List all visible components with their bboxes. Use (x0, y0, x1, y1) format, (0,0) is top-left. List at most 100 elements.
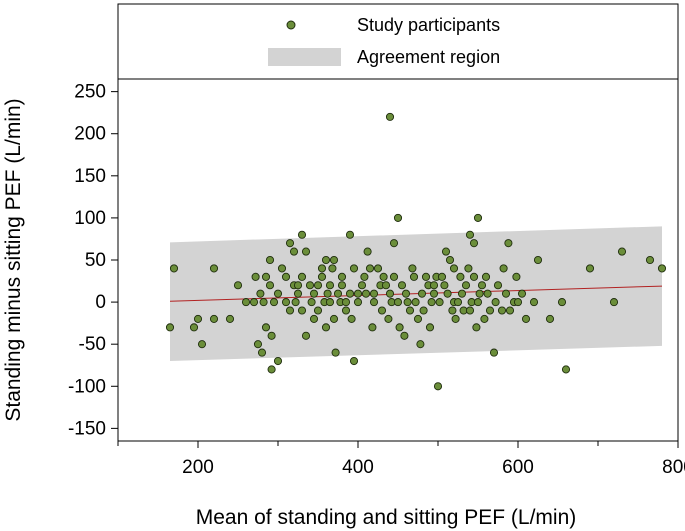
data-point (493, 281, 503, 290)
data-point (267, 365, 276, 374)
data-point (400, 331, 409, 340)
data-point (209, 264, 219, 273)
data-point (609, 298, 619, 307)
data-point (557, 298, 567, 307)
data-point (457, 289, 467, 298)
data-point (429, 289, 439, 298)
data-point (285, 239, 295, 248)
y-tick-label: -100 (68, 376, 106, 397)
data-point (504, 239, 513, 248)
data-point (645, 255, 655, 265)
data-point (451, 314, 460, 323)
data-point (261, 323, 271, 332)
data-point (485, 306, 495, 315)
data-point (421, 272, 431, 281)
data-point (405, 306, 415, 315)
data-point (285, 306, 295, 315)
data-point (483, 289, 492, 298)
data-point (497, 306, 507, 315)
data-point (360, 272, 369, 281)
data-point (313, 281, 323, 290)
data-point (301, 331, 311, 340)
data-point (349, 356, 359, 366)
data-point (449, 264, 459, 273)
data-point (357, 281, 367, 290)
data-point (448, 306, 457, 315)
y-tick-label: 200 (74, 124, 106, 145)
data-point (385, 289, 395, 298)
legend-label-agreement: Agreement region (357, 47, 500, 67)
legend: Study participants Agreement region (268, 15, 500, 67)
data-point (256, 289, 265, 298)
data-point (251, 272, 260, 281)
data-point (325, 281, 335, 290)
x-tick-label: 600 (502, 457, 534, 478)
data-point (328, 264, 337, 273)
data-point (323, 289, 332, 298)
legend-band-icon (268, 48, 341, 66)
y-tick-label: -50 (79, 334, 106, 355)
data-point (297, 306, 307, 315)
data-point (353, 298, 363, 307)
x-axis: 200 400 600 800 (117, 441, 685, 478)
data-point (377, 306, 387, 315)
data-point (281, 272, 291, 281)
data-point (433, 382, 443, 391)
points-layer (165, 112, 667, 391)
data-point (505, 306, 515, 315)
data-point (265, 281, 275, 290)
data-point (473, 298, 483, 307)
data-point (473, 213, 483, 222)
data-point (416, 340, 425, 349)
data-point (291, 298, 300, 307)
data-point (472, 323, 481, 332)
data-point (464, 264, 473, 273)
data-point (225, 314, 235, 323)
data-point (477, 281, 487, 290)
data-point (513, 298, 523, 307)
data-point (369, 289, 379, 298)
data-point (269, 298, 279, 307)
data-point (469, 239, 479, 248)
data-point (317, 272, 327, 281)
data-point (365, 264, 375, 273)
data-point (465, 230, 475, 239)
data-point (273, 289, 283, 298)
data-point (277, 264, 287, 273)
data-point (465, 306, 475, 315)
data-point (408, 264, 417, 273)
data-point (363, 247, 372, 256)
data-point (461, 281, 471, 290)
data-point (475, 289, 484, 298)
data-point (267, 331, 276, 340)
y-axis: -150 -100 -50 0 50 100 150 200 250 (68, 82, 118, 439)
data-point (413, 314, 423, 323)
data-point (341, 306, 351, 315)
data-point (501, 289, 511, 298)
data-point (241, 298, 251, 307)
data-point (233, 281, 243, 290)
data-point (545, 314, 555, 323)
data-point (617, 247, 627, 256)
data-point (403, 298, 412, 307)
legend-label-participants: Study participants (357, 15, 500, 35)
data-point (585, 264, 595, 273)
data-point (397, 281, 407, 290)
y-tick-label: 100 (74, 208, 106, 229)
data-point (329, 255, 339, 265)
data-point (389, 239, 399, 248)
data-point (313, 306, 323, 315)
data-point (321, 323, 331, 332)
data-point (273, 356, 283, 366)
data-point (445, 255, 455, 265)
data-point (249, 298, 259, 307)
data-point (395, 323, 404, 332)
data-point (331, 348, 340, 357)
data-point (512, 272, 521, 281)
x-tick-label: 800 (662, 457, 685, 478)
data-point (529, 298, 539, 307)
data-point (281, 298, 291, 307)
data-point (209, 314, 219, 323)
data-point (289, 247, 299, 256)
x-axis-title: Mean of standing and sitting PEF (L/min) (196, 506, 577, 529)
